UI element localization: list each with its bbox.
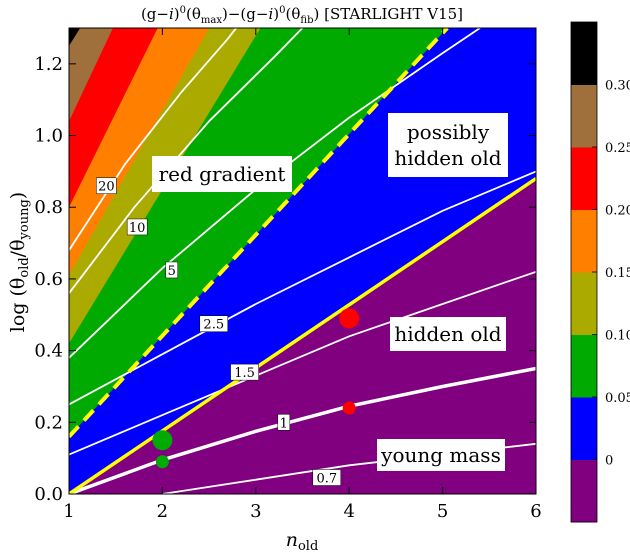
y-tick-label: 1.2 xyxy=(34,54,63,75)
contour-label-box xyxy=(230,363,259,381)
colorbar-tick-label: 0.25 xyxy=(605,141,630,156)
contour-label-text: 5 xyxy=(168,264,176,279)
contour-label-text: 2.5 xyxy=(203,318,224,333)
y-tick-label: 0.0 xyxy=(34,484,63,505)
colorbar-band-7 xyxy=(571,22,597,85)
colorbar-band-2 xyxy=(571,334,597,398)
contour-label-text: 1 xyxy=(280,416,288,431)
region-label-text: hidden old xyxy=(394,322,501,346)
colorbar-band-0 xyxy=(571,459,597,523)
contour-label-text: 1.5 xyxy=(234,366,255,381)
y-tick-label: 0.4 xyxy=(34,341,63,362)
x-tick-label: 3 xyxy=(250,501,261,522)
colorbar-tick-label: 0.05 xyxy=(605,391,630,406)
colorbar-band-5 xyxy=(571,147,597,210)
colorbar-tick-label: 0.20 xyxy=(605,204,630,219)
x-tick-label: 1 xyxy=(63,501,74,522)
boundary-yellow-dashed xyxy=(69,28,449,439)
colorbar-band-6 xyxy=(571,84,597,148)
color-band-7 xyxy=(69,28,81,46)
colorbar-tick-label: 0 xyxy=(605,454,613,469)
contour-label-3: 2.5 xyxy=(199,315,229,333)
colorbar-tick-label: 0.10 xyxy=(605,329,630,344)
contour-label-box xyxy=(96,177,117,194)
x-tick-label: 5 xyxy=(437,501,448,522)
chart-title: (g−i)0(θmax)−(g−i)0(θfib) [STARLIGHT V15… xyxy=(141,5,463,26)
data-point-1 xyxy=(155,455,169,469)
data-point-0 xyxy=(152,430,173,451)
colorbar: 0.30 0.25 0.20 0.15 0.10 0.05 0 xyxy=(570,21,630,523)
region-label-text: young mass xyxy=(380,443,501,467)
region-label-3: young mass xyxy=(377,439,505,471)
x-axis: 1 2 3 4 5 6 xyxy=(63,28,542,522)
colorbar-band-1 xyxy=(571,397,597,460)
contour-label-text: 10 xyxy=(129,221,146,236)
contour-label-0: 20 xyxy=(96,177,117,195)
region-label-box xyxy=(388,113,508,177)
contour-10 xyxy=(69,28,304,294)
data-point-3 xyxy=(342,401,356,415)
x-axis-label: nold xyxy=(286,529,319,553)
plot-frame xyxy=(68,27,537,495)
color-band-6 xyxy=(69,28,113,122)
colorbar-band-3 xyxy=(571,272,597,335)
x-tick-label: 4 xyxy=(343,501,354,522)
y-axis-label: log (θold/θyoung) xyxy=(7,192,32,332)
y-tick-label: 0.8 xyxy=(34,197,63,218)
contour-label-5: 1 xyxy=(277,414,291,431)
region-label-box xyxy=(377,439,505,471)
boundary-yellow-solid xyxy=(69,177,536,494)
data-point-2 xyxy=(339,308,360,329)
colorbar-tick-label: 0.30 xyxy=(605,79,630,94)
region-label-0: red gradient xyxy=(152,156,292,192)
contour-label-box xyxy=(126,218,148,236)
y-axis: 0.0 0.2 0.4 0.6 0.8 1.0 1.2 xyxy=(34,54,536,505)
colorbar-band-4 xyxy=(571,209,597,273)
region-label-text: red gradient xyxy=(159,162,286,186)
contour-label-4: 1.5 xyxy=(230,363,259,381)
y-tick-label: 0.2 xyxy=(34,412,63,433)
contour-label-box xyxy=(312,469,342,486)
region-label-text: hidden old xyxy=(394,146,501,170)
boundary-lines xyxy=(69,28,536,494)
contour-label-box xyxy=(277,414,291,431)
contour-label-box xyxy=(165,261,178,279)
colorbar-tick-label: 0.15 xyxy=(605,266,630,281)
contour-2.5 xyxy=(69,170,536,406)
contour-5 xyxy=(69,28,481,359)
contour-label-6: 0.7 xyxy=(312,469,342,487)
data-points xyxy=(152,308,360,469)
contour-label-box xyxy=(199,315,229,332)
contour-label-text: 0.7 xyxy=(316,472,337,487)
contour-label-1: 10 xyxy=(126,218,148,236)
region-label-box xyxy=(152,156,292,192)
contour-1 xyxy=(69,366,536,494)
contour-lines xyxy=(69,28,536,494)
y-tick-label: 1.0 xyxy=(34,126,63,147)
contour-label-text: 20 xyxy=(98,180,115,195)
y-tick-label: 0.6 xyxy=(34,269,63,290)
region-label-text: possibly xyxy=(407,120,490,144)
contour-label-2: 5 xyxy=(165,261,178,279)
region-label-box xyxy=(390,317,506,351)
contour-1.5 xyxy=(69,270,536,456)
x-tick-label: 2 xyxy=(157,501,168,522)
x-tick-label: 6 xyxy=(530,501,541,522)
region-label-2: hidden old xyxy=(390,317,506,351)
contour-labels: 20 10 5 2.5 1.5 1 0.7 xyxy=(96,177,342,487)
